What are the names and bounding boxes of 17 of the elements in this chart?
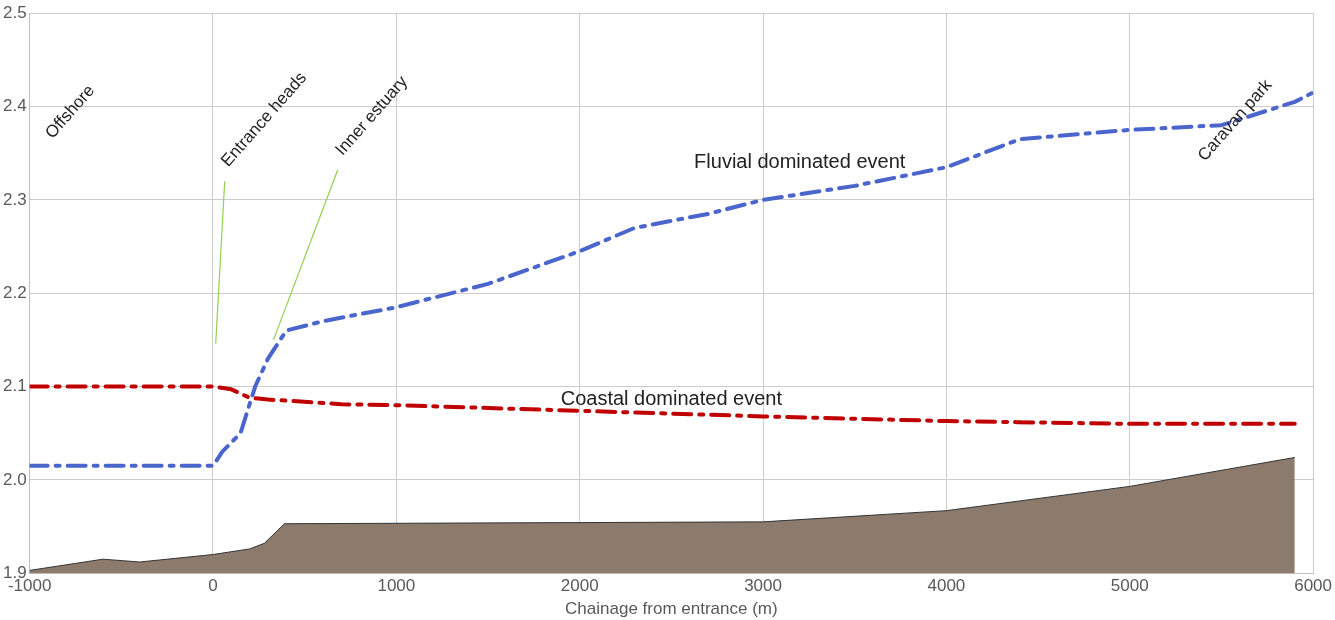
series-label: Coastal dominated event xyxy=(560,386,783,409)
line-series xyxy=(29,384,1297,426)
x-tick-label: 6000 xyxy=(1294,576,1332,596)
x-tick-label: 5000 xyxy=(1110,576,1149,596)
x-tick-label: 2000 xyxy=(560,576,599,596)
y-tick-label: 2.1 xyxy=(2,376,27,396)
y-tick-label: 2.5 xyxy=(2,2,27,22)
series-label: Fluvial dominated event xyxy=(694,149,906,172)
y-tick-label: 2.2 xyxy=(2,282,27,302)
y-tick-label: 2.4 xyxy=(2,96,27,116)
x-tick-label: 0 xyxy=(208,576,218,596)
y-tick-label: 2.0 xyxy=(2,469,27,489)
x-axis-title: Chainage from entrance (m) xyxy=(565,599,778,619)
x-tick-label: 1000 xyxy=(377,576,416,596)
y-tick-label: 2.3 xyxy=(2,189,27,209)
x-tick-label: 4000 xyxy=(927,576,966,596)
x-tick-label: 3000 xyxy=(744,576,782,596)
